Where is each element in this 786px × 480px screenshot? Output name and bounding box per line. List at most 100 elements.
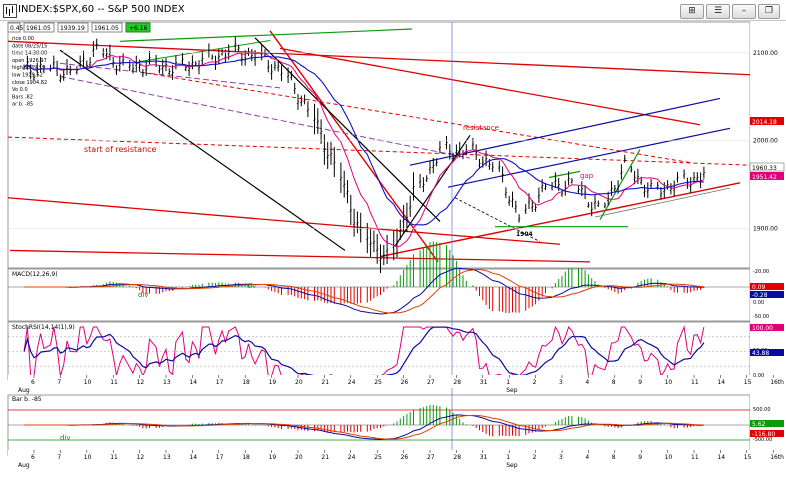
date-tick-label: 18 (242, 454, 250, 461)
date-tick-label: 6 (31, 379, 35, 386)
date-tick-label: 10 (84, 454, 92, 461)
breadth-div-label: div (60, 434, 71, 442)
data-window-row: open 1926.97 (12, 58, 47, 64)
trendline-green-short (599, 149, 641, 220)
date-tick-label: 1 (506, 454, 510, 461)
date-tick-label: 7 (57, 379, 61, 386)
resistance-label: resistance (463, 124, 499, 132)
toolbar-change: +6.16 (129, 25, 148, 32)
date-tick-label: 9 (638, 454, 642, 461)
date-tick-label: 17 (216, 379, 224, 386)
date-tick-label: 6 (31, 454, 35, 461)
start-of-resistance-label: start of resistance (84, 145, 157, 154)
trendline-red-bottom (9, 249, 591, 263)
date-axis-bg (8, 450, 750, 463)
stochrsi-panel[interactable] (7, 321, 751, 381)
trendline-black-2 (254, 37, 441, 222)
date-tick-label: 13 (163, 379, 171, 386)
stochrsi-title: StochRSI(14,14(1),9) (12, 324, 75, 331)
date-tick-label: 4 (585, 379, 589, 386)
data-window-row: close 1904.82 (12, 80, 47, 86)
date-tick-label: 15 (744, 454, 752, 461)
date-tick-label: 25 (374, 379, 382, 386)
tile-icon[interactable]: ⊞ (680, 4, 704, 19)
data-window-row: high 1939.19 (12, 65, 45, 71)
date-tick-label: 18 (242, 379, 250, 386)
minimize-button[interactable]: – (732, 4, 756, 19)
macd-value-label: 0.09 (752, 284, 766, 291)
toolbar-field-1: 1961.05 (26, 25, 51, 32)
stoch-k-label: 100.00 (752, 325, 773, 332)
data-window-row: time 14:30:00 (12, 51, 47, 57)
month-label-aug: Aug (18, 387, 30, 394)
title-bar: INDEX:$SPX,60 -- S&P 500 INDEX ⊞ ☰ – ❐ (0, 0, 786, 21)
date-tick-label: 13 (163, 454, 171, 461)
window-title: INDEX:$SPX,60 -- S&P 500 INDEX (18, 4, 185, 15)
date-tick-label: 11 (110, 454, 118, 461)
data-window-row: rice 0.00 (12, 36, 34, 42)
moving-average-layer (23, 52, 705, 248)
date-tick-label: 31 (480, 379, 488, 386)
date-tick-label: 4 (585, 454, 589, 461)
date-tick-label: 3 (559, 379, 563, 386)
menu-icon[interactable]: ☰ (706, 4, 730, 19)
date-tick-label: 27 (427, 454, 435, 461)
restore-button[interactable]: ❐ (758, 4, 780, 19)
macd-panel[interactable] (7, 268, 751, 322)
trendline-value-label: 2014.18 (752, 119, 777, 126)
date-tick-label: 19 (269, 454, 277, 461)
date-axis-bg (8, 375, 750, 388)
date-tick-label: 7 (57, 454, 61, 461)
price-axis: 1900.00 2000.00 2100.00 (8, 50, 778, 232)
date-axis-bottom: 6 7 10 11 12 13 14 17 18 19 20 21 24 25 26 27 28 31 1 2 3 4 8 9… (8, 450, 784, 469)
price-tick-label: 2100.00 (753, 50, 778, 57)
date-tick-label: 25 (374, 454, 382, 461)
date-tick-label: 26 (401, 379, 409, 386)
date-tick-label: 2 (533, 454, 537, 461)
date-tick-label: 26 (401, 454, 409, 461)
price-right-labels: 1960.33 1951.42 2014.18 (749, 117, 785, 181)
stock-chart[interactable]: 0.45 1961.05 1939.19 1961.05 +6.16 rice … (0, 20, 786, 480)
macd-signal-label: -0.28 (752, 292, 768, 299)
date-tick-label: 21 (321, 379, 329, 386)
data-window-row: date 08/25/15 (12, 43, 47, 49)
gap-label: gap (580, 172, 594, 180)
trendline-green (139, 39, 271, 63)
month-label-aug: Aug (18, 462, 30, 469)
price-tick-label: 2000.00 (753, 138, 778, 145)
date-tick-label: 14 (717, 379, 725, 386)
date-tick-label: 16th (770, 454, 784, 461)
breadth-value-label: 5.62 (752, 421, 766, 428)
trendline-black-1 (59, 49, 346, 251)
date-tick-label: 19 (269, 379, 277, 386)
toolbar-field-2: 1939.19 (60, 25, 85, 32)
ma-slow-line (23, 55, 704, 226)
right-axis-area (750, 22, 786, 462)
date-tick-label: 3 (559, 454, 563, 461)
month-label-sep: Sep (506, 387, 518, 394)
trendline-red-top (7, 40, 751, 76)
date-tick-label: 17 (216, 454, 224, 461)
macd-tick-bottom: -50.00 (753, 314, 769, 320)
date-tick-label: 8 (612, 454, 616, 461)
date-tick-label: 11 (691, 454, 699, 461)
date-axis-top: 6 7 10 11 12 13 14 17 18 19 20 21 24 25 26 27 28 31 1 2 3 4 8 9… (8, 375, 784, 394)
date-tick-label: 14 (189, 379, 197, 386)
date-tick-label: 11 (691, 379, 699, 386)
macd-layer (8, 241, 750, 315)
trendline-black-dashed (454, 197, 541, 242)
stoch-tick-bottom: 0.00 (753, 373, 764, 379)
trendline-green-short-2 (548, 170, 581, 179)
date-tick-label: 20 (295, 379, 303, 386)
trendline-purple-dashed-2 (59, 62, 281, 89)
toolbar-field-0: 0.45 (10, 25, 24, 32)
low-1904-label: 1904 (516, 231, 533, 238)
date-tick-label: 24 (348, 454, 356, 461)
trendline-layer (7, 22, 751, 455)
date-tick-label: 15 (744, 379, 752, 386)
breadth-tick-bottom: -500.00 (753, 437, 772, 443)
breadth-title: Bar b. -85 (12, 396, 42, 403)
date-tick-label: 10 (665, 379, 673, 386)
